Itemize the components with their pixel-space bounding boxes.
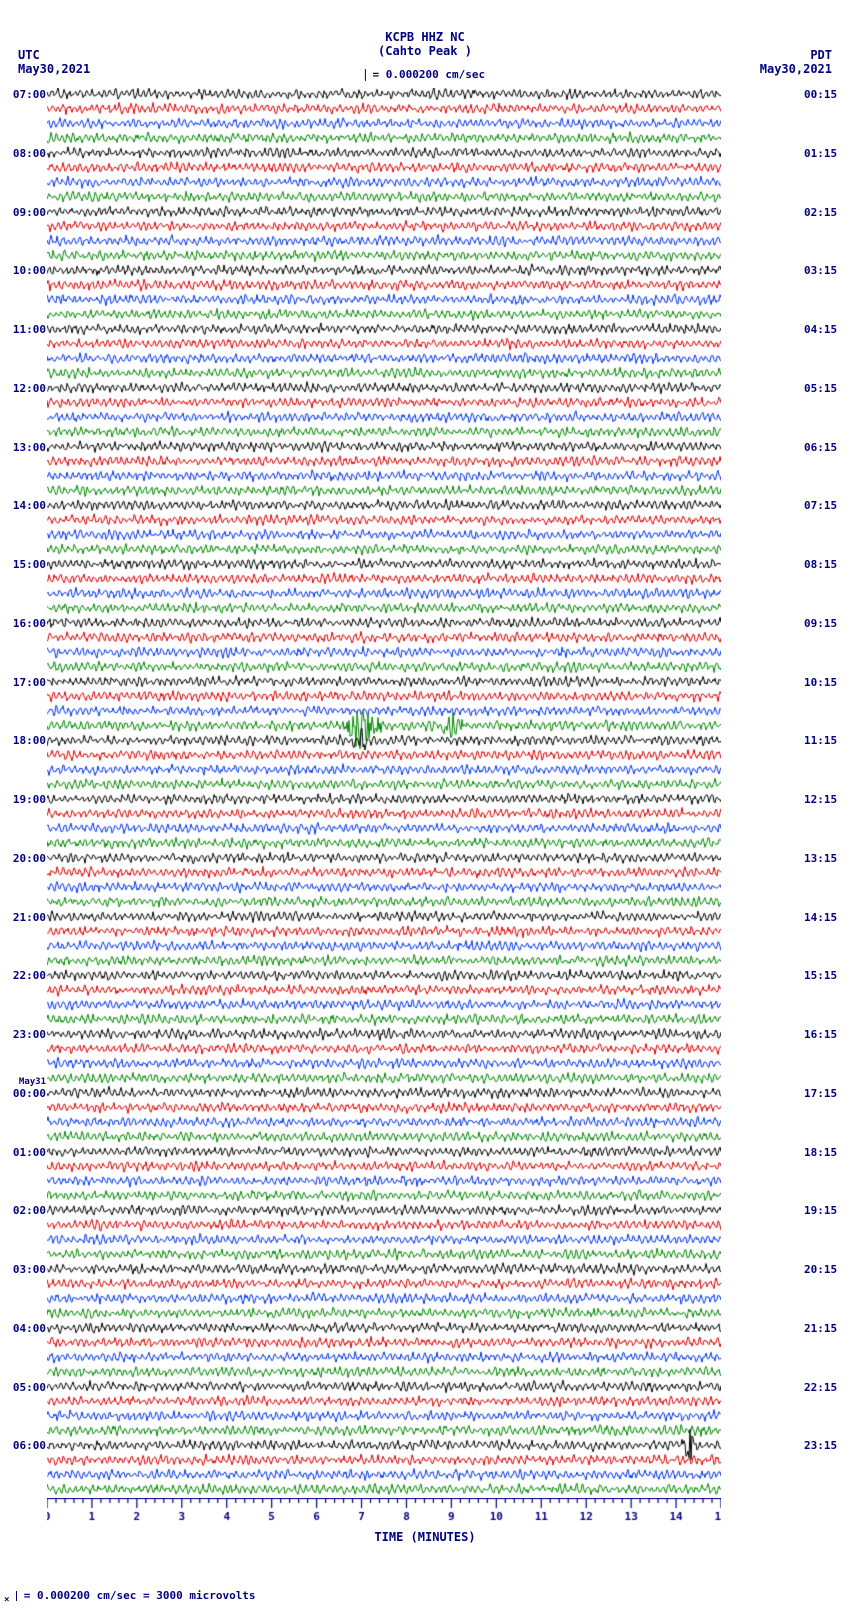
utc-hour-label: 12:00 — [8, 382, 46, 395]
pdt-hour-label: 14:15 — [804, 911, 842, 924]
pdt-hour-label: 19:15 — [804, 1204, 842, 1217]
pdt-block: PDT May30,2021 — [760, 48, 832, 76]
pdt-label: PDT — [760, 48, 832, 62]
utc-hour-label: 05:00 — [8, 1381, 46, 1394]
helicorder-page: KCPB HHZ NC (Cahto Peak ) UTC May30,2021… — [0, 0, 850, 1613]
pdt-hour-label: 15:15 — [804, 969, 842, 982]
pdt-date: May30,2021 — [760, 62, 832, 76]
x-axis-canvas — [47, 1498, 721, 1532]
utc-hour-label: 03:00 — [8, 1263, 46, 1276]
pdt-hour-label: 03:15 — [804, 264, 842, 277]
utc-hour-label: 23:00 — [8, 1028, 46, 1041]
pdt-hour-label: 08:15 — [804, 558, 842, 571]
pdt-hour-label: 20:15 — [804, 1263, 842, 1276]
pdt-hour-label: 21:15 — [804, 1322, 842, 1335]
utc-hour-label: 04:00 — [8, 1322, 46, 1335]
utc-hour-label: 20:00 — [8, 852, 46, 865]
utc-hour-label: 14:00 — [8, 499, 46, 512]
utc-hour-label: 18:00 — [8, 734, 46, 747]
utc-label: UTC — [18, 48, 90, 62]
utc-hour-label: 10:00 — [8, 264, 46, 277]
pdt-hour-label: 16:15 — [804, 1028, 842, 1041]
utc-hour-label: 11:00 — [8, 323, 46, 336]
pdt-hour-label: 11:15 — [804, 734, 842, 747]
pdt-hour-label: 12:15 — [804, 793, 842, 806]
pdt-hour-label: 01:15 — [804, 147, 842, 160]
utc-hour-label: 07:00 — [8, 88, 46, 101]
x-axis-label: TIME (MINUTES) — [0, 1530, 850, 1544]
station-code: KCPB HHZ NC — [0, 30, 850, 44]
footer-note: × = 0.000200 cm/sec = 3000 microvolts — [4, 1589, 256, 1605]
utc-hour-label: 16:00 — [8, 617, 46, 630]
footer-text: = 0.000200 cm/sec = 3000 microvolts — [24, 1589, 256, 1602]
scale-text: = 0.000200 cm/sec — [373, 68, 486, 81]
utc-hour-label: 22:00 — [8, 969, 46, 982]
footer-mult-icon: × — [4, 1594, 10, 1605]
footer-bar-icon — [16, 1591, 17, 1601]
station-header: KCPB HHZ NC (Cahto Peak ) — [0, 30, 850, 58]
utc-block: UTC May30,2021 — [18, 48, 90, 76]
utc-hour-label: 06:00 — [8, 1439, 46, 1452]
scale-note: = 0.000200 cm/sec — [365, 68, 485, 81]
pdt-hour-label: 10:15 — [804, 676, 842, 689]
midnight-label: May31 — [8, 1077, 46, 1087]
scale-bar-icon — [365, 69, 366, 81]
pdt-hour-label: 09:15 — [804, 617, 842, 630]
utc-hour-label: 17:00 — [8, 676, 46, 689]
pdt-hour-label: 07:15 — [804, 499, 842, 512]
pdt-hour-label: 13:15 — [804, 852, 842, 865]
pdt-hour-label: 23:15 — [804, 1439, 842, 1452]
utc-hour-label: 00:00 — [8, 1087, 46, 1100]
utc-hour-label: 02:00 — [8, 1204, 46, 1217]
utc-hour-label: 15:00 — [8, 558, 46, 571]
pdt-hour-label: 00:15 — [804, 88, 842, 101]
pdt-hour-label: 04:15 — [804, 323, 842, 336]
pdt-hour-label: 05:15 — [804, 382, 842, 395]
pdt-hour-label: 18:15 — [804, 1146, 842, 1159]
utc-hour-label: 09:00 — [8, 206, 46, 219]
pdt-hour-label: 22:15 — [804, 1381, 842, 1394]
utc-hour-label: 08:00 — [8, 147, 46, 160]
utc-date: May30,2021 — [18, 62, 90, 76]
pdt-hour-label: 17:15 — [804, 1087, 842, 1100]
utc-hour-label: 21:00 — [8, 911, 46, 924]
utc-hour-label: 01:00 — [8, 1146, 46, 1159]
pdt-hour-label: 02:15 — [804, 206, 842, 219]
utc-hour-label: 19:00 — [8, 793, 46, 806]
pdt-hour-label: 06:15 — [804, 441, 842, 454]
utc-hour-label: 13:00 — [8, 441, 46, 454]
seismogram-canvas — [47, 88, 721, 1498]
station-name: (Cahto Peak ) — [0, 44, 850, 58]
